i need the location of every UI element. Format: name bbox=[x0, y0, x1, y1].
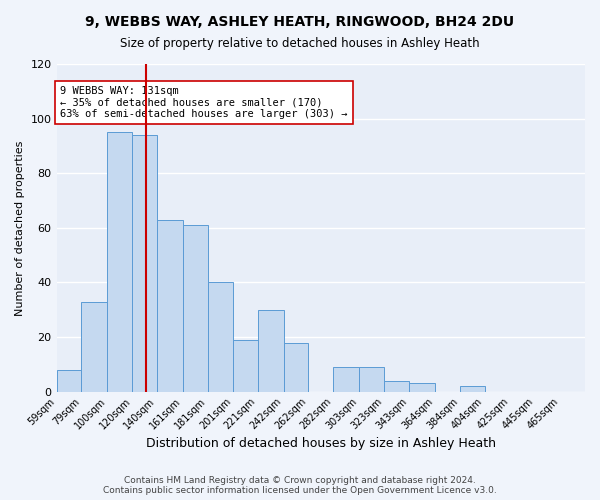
Bar bbox=[359, 367, 384, 392]
Bar bbox=[82, 302, 107, 392]
Bar bbox=[409, 384, 435, 392]
X-axis label: Distribution of detached houses by size in Ashley Heath: Distribution of detached houses by size … bbox=[146, 437, 496, 450]
Text: Contains HM Land Registry data © Crown copyright and database right 2024.
Contai: Contains HM Land Registry data © Crown c… bbox=[103, 476, 497, 495]
Bar bbox=[333, 367, 359, 392]
Bar bbox=[132, 135, 157, 392]
Bar bbox=[157, 220, 183, 392]
Bar bbox=[107, 132, 132, 392]
Bar bbox=[384, 380, 409, 392]
Bar bbox=[183, 225, 208, 392]
Bar bbox=[208, 282, 233, 392]
Text: 9, WEBBS WAY, ASHLEY HEATH, RINGWOOD, BH24 2DU: 9, WEBBS WAY, ASHLEY HEATH, RINGWOOD, BH… bbox=[85, 15, 515, 29]
Bar bbox=[56, 370, 82, 392]
Bar bbox=[284, 342, 308, 392]
Y-axis label: Number of detached properties: Number of detached properties bbox=[15, 140, 25, 316]
Text: Size of property relative to detached houses in Ashley Heath: Size of property relative to detached ho… bbox=[120, 38, 480, 51]
Bar bbox=[257, 310, 284, 392]
Bar bbox=[233, 340, 257, 392]
Text: 9 WEBBS WAY: 131sqm
← 35% of detached houses are smaller (170)
63% of semi-detac: 9 WEBBS WAY: 131sqm ← 35% of detached ho… bbox=[60, 86, 348, 119]
Bar bbox=[460, 386, 485, 392]
